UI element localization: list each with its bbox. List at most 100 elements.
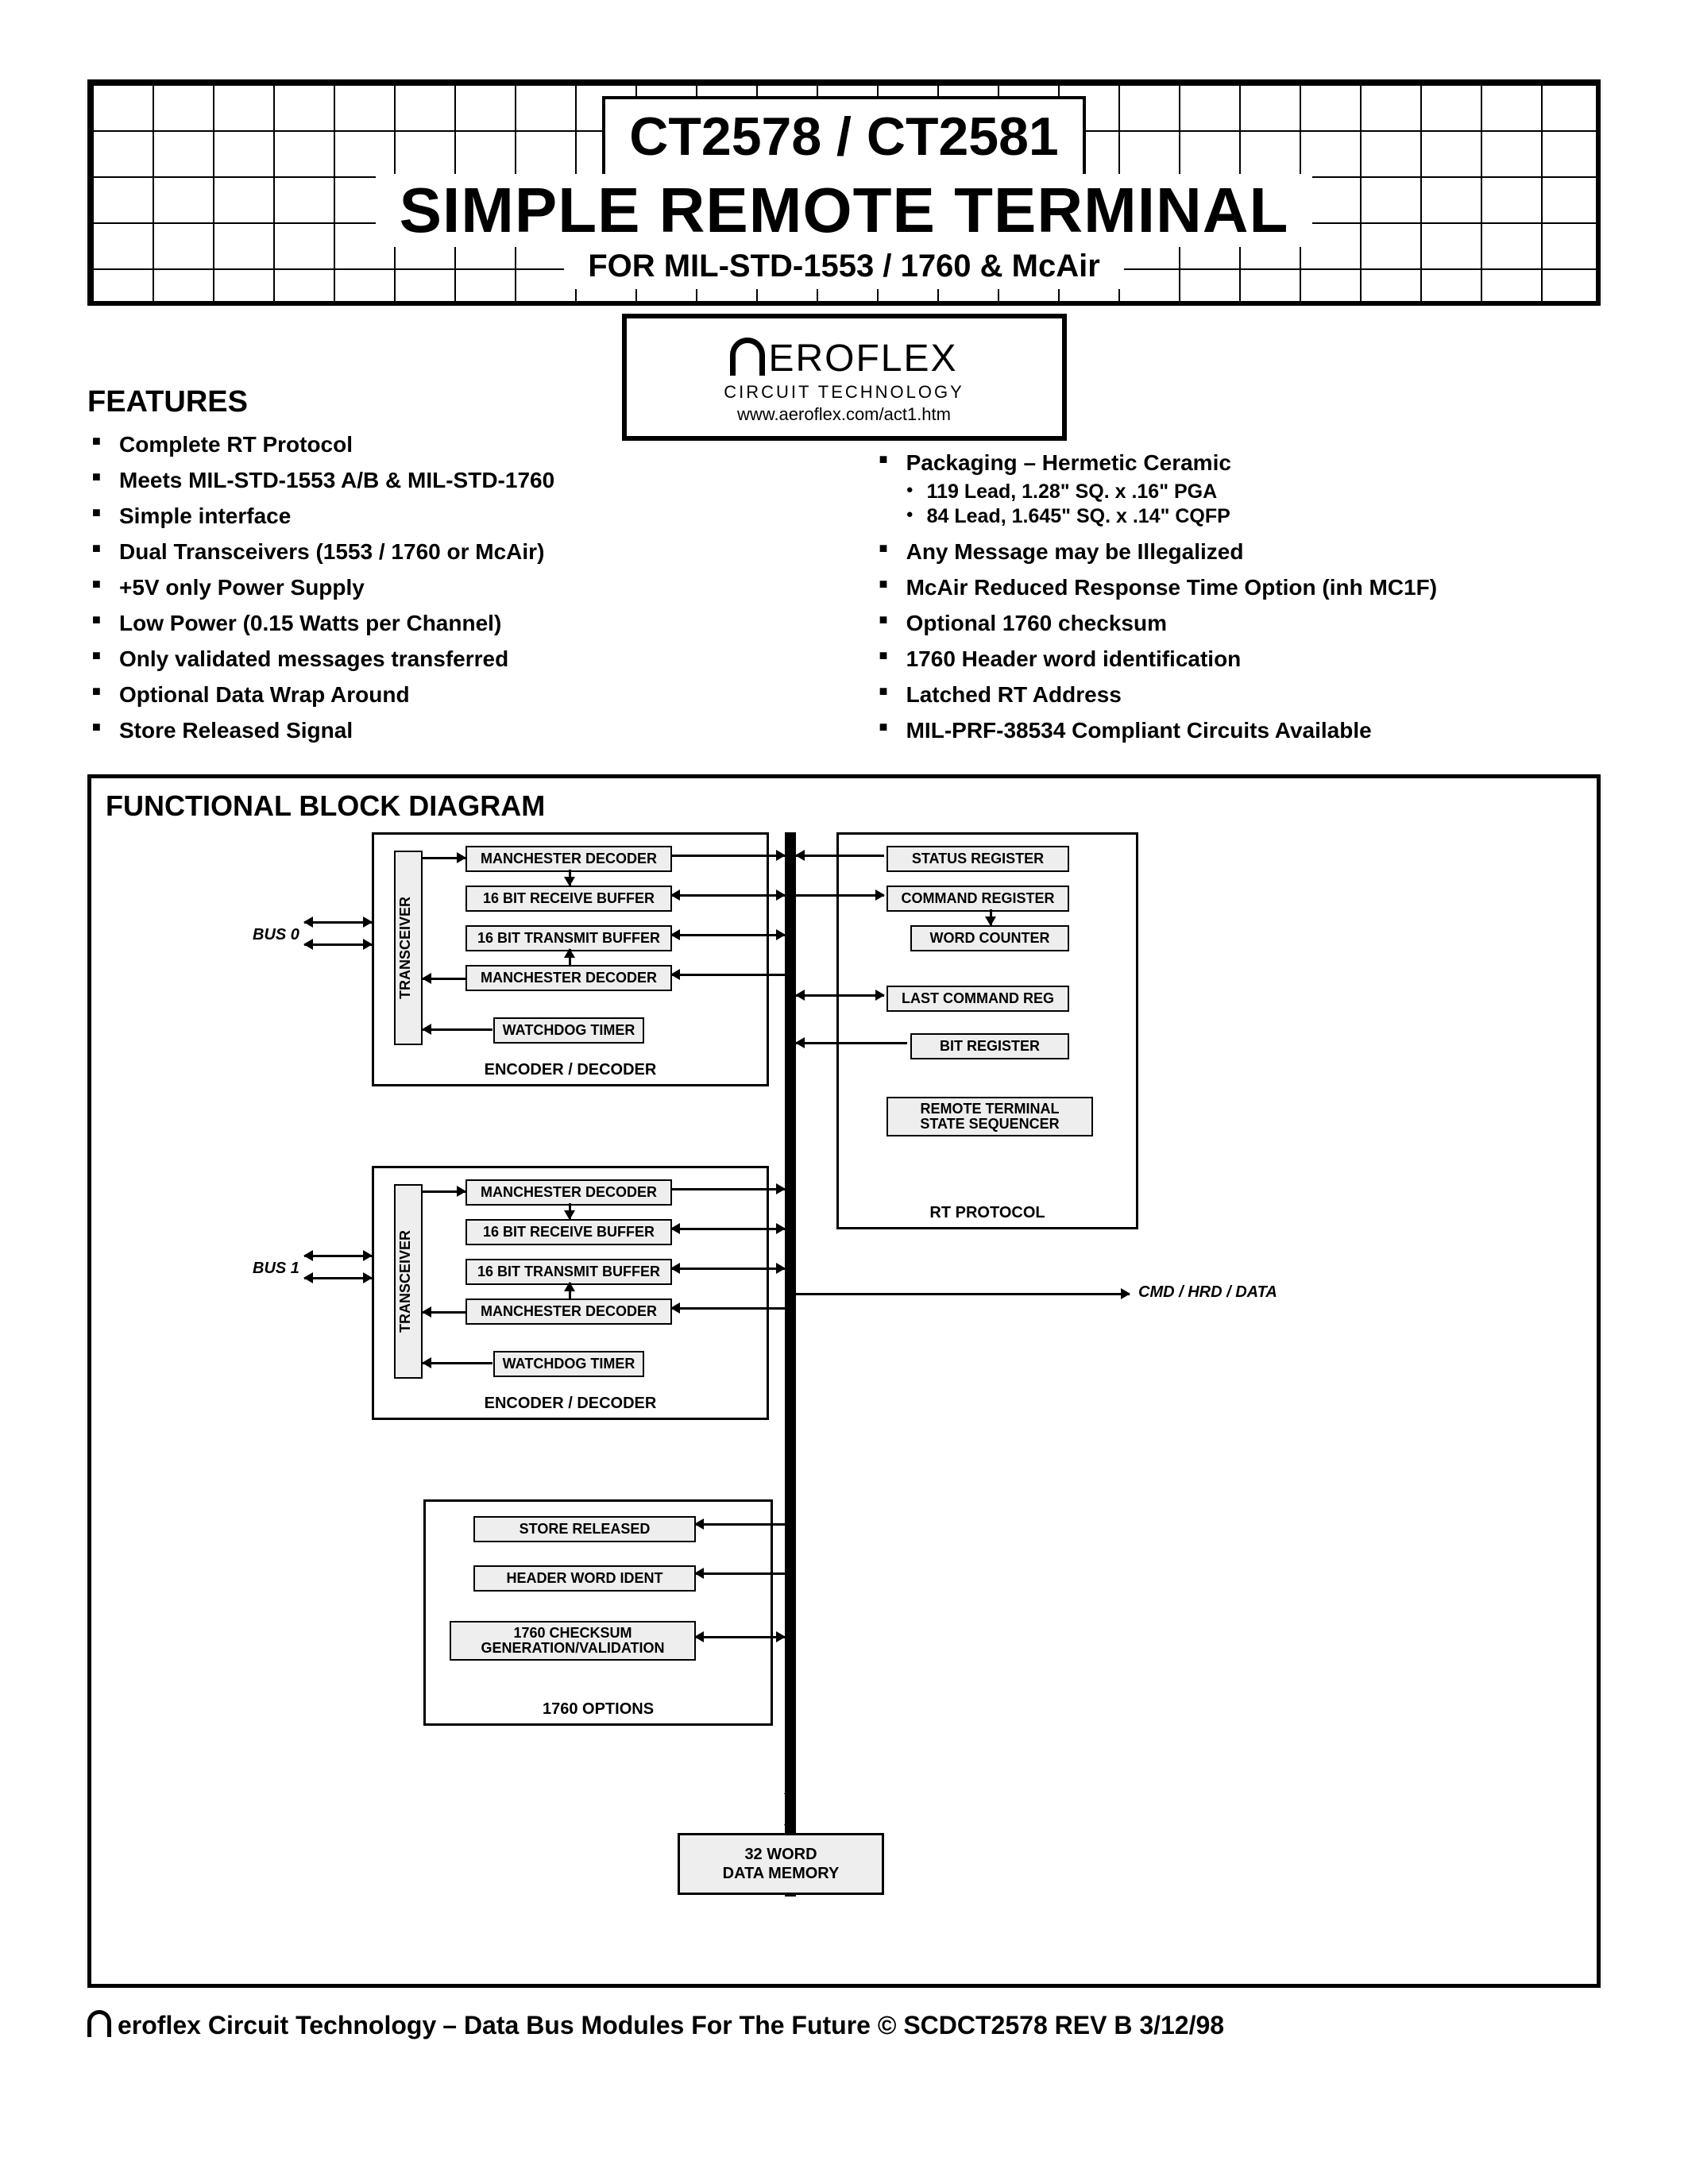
rt-seq-line2: STATE SEQUENCER: [920, 1116, 1059, 1132]
features-heading: FEATURES: [87, 385, 813, 419]
features-list-left: Complete RT Protocol Meets MIL-STD-1553 …: [87, 430, 813, 744]
mem-l1: 32 WORD: [744, 1846, 817, 1863]
feature-item: Only validated messages transferred: [87, 645, 813, 673]
block-to-bus-arrow: [671, 1228, 785, 1230]
feature-item: Store Released Signal: [87, 716, 813, 744]
feature-item: Complete RT Protocol: [87, 430, 813, 458]
bus-arrow: [304, 921, 372, 924]
bus-to-block-arrow: [796, 855, 884, 857]
opts-caption: 1760 OPTIONS: [426, 1700, 771, 1719]
bus-arrow: [304, 943, 372, 946]
bus-to-block-arrow: [796, 994, 884, 997]
bus-to-block-arrow: [796, 894, 884, 897]
bus-to-block-arrow: [695, 1523, 785, 1526]
enc-block: WATCHDOG TIMER: [493, 1017, 644, 1044]
opts-block: HEADER WORD IDENT: [473, 1565, 696, 1592]
block-to-bus-arrow: [671, 855, 785, 857]
rt-block: COMMAND REGISTER: [886, 886, 1069, 912]
feature-item: Latched RT Address: [875, 681, 1601, 708]
features-list-right: Packaging – Hermetic Ceramic 119 Lead, 1…: [875, 449, 1601, 744]
internal-arrow: [569, 870, 571, 886]
opts-checksum-block: 1760 CHECKSUM GENERATION/VALIDATION: [450, 1621, 696, 1661]
bus-to-block-arrow: [695, 1572, 785, 1575]
internal-arrow: [569, 1203, 571, 1219]
enc-block: MANCHESTER DECODER: [465, 846, 672, 872]
bus-to-block-arrow: [695, 1636, 785, 1638]
rt-block: BIT REGISTER: [910, 1033, 1069, 1059]
block-to-bus-arrow: [671, 934, 785, 936]
transceiver-block: TRANSCEIVER: [394, 851, 423, 1045]
feature-item: Any Message may be Illegalized: [875, 538, 1601, 565]
features-col-left: FEATURES Complete RT Protocol Meets MIL-…: [87, 290, 813, 752]
rtproto-caption: RT PROTOCOL: [839, 1204, 1136, 1222]
encdec-caption: ENCODER / DECODER: [374, 1061, 767, 1079]
internal-arrow: [423, 1028, 492, 1031]
bus-arrow: [304, 1277, 372, 1279]
title-line2: SIMPLE REMOTE TERMINAL: [376, 174, 1313, 247]
encdec-caption: ENCODER / DECODER: [374, 1395, 767, 1413]
cmd-label: CMD / HRD / DATA: [1138, 1283, 1277, 1302]
enc-block: WATCHDOG TIMER: [493, 1351, 644, 1377]
feature-item: Packaging – Hermetic Ceramic 119 Lead, 1…: [875, 449, 1601, 530]
internal-arrow: [423, 1311, 465, 1314]
feature-item: Dual Transceivers (1553 / 1760 or McAir): [87, 538, 813, 565]
feature-sublist: 119 Lead, 1.28" SQ. x .16" PGA 84 Lead, …: [906, 480, 1601, 530]
internal-arrow: [569, 1283, 571, 1298]
diagram-area: BUS 0 TRANSCEIVER MANCHESTER DECODER 16 …: [106, 832, 1582, 1960]
block-to-bus-arrow: [671, 1268, 785, 1270]
opts-block: STORE RELEASED: [473, 1516, 696, 1542]
feature-item: McAir Reduced Response Time Option (inh …: [875, 573, 1601, 601]
internal-arrow: [423, 1190, 465, 1193]
enc-block: 16 BIT RECEIVE BUFFER: [465, 1219, 672, 1245]
diagram-heading: FUNCTIONAL BLOCK DIAGRAM: [106, 789, 1582, 823]
feature-item: 1760 Header word identification: [875, 645, 1601, 673]
opts-chk-l1: 1760 CHECKSUM: [513, 1625, 632, 1641]
feature-item: Optional 1760 checksum: [875, 609, 1601, 637]
internal-arrow: [423, 978, 465, 980]
bus0-label: BUS 0: [253, 926, 299, 944]
rt-seq-line1: REMOTE TERMINAL: [921, 1101, 1060, 1117]
enc-block: MANCHESTER DECODER: [465, 1298, 672, 1325]
encoder-decoder-box: TRANSCEIVER MANCHESTER DECODER 16 BIT RE…: [372, 1166, 769, 1420]
feature-item: Meets MIL-STD-1553 A/B & MIL-STD-1760: [87, 466, 813, 494]
feature-subitem: 119 Lead, 1.28" SQ. x .16" PGA: [906, 480, 1601, 504]
feature-item: Low Power (0.15 Watts per Channel): [87, 609, 813, 637]
bus-to-block-arrow: [796, 1042, 907, 1044]
rt-block: LAST COMMAND REG: [886, 986, 1069, 1012]
block-to-bus-arrow: [671, 1307, 785, 1310]
internal-arrow: [423, 1362, 492, 1364]
logo-arch-icon: [730, 338, 765, 376]
block-to-bus-arrow: [671, 1188, 785, 1190]
footer-brand: eroflex Circuit Technology: [118, 2011, 436, 2040]
enc-block: 16 BIT RECEIVE BUFFER: [465, 886, 672, 912]
data-memory-block: 32 WORD DATA MEMORY: [678, 1833, 884, 1895]
bus1-label: BUS 1: [253, 1260, 299, 1278]
internal-arrow: [990, 909, 992, 925]
rt-block: STATUS REGISTER: [886, 846, 1069, 872]
feature-item: +5V only Power Supply: [87, 573, 813, 601]
footer-arch-icon: [87, 2010, 111, 2037]
encoder-decoder-box: TRANSCEIVER MANCHESTER DECODER 16 BIT RE…: [372, 832, 769, 1086]
internal-arrow: [569, 949, 571, 965]
block-to-bus-arrow: [671, 974, 785, 976]
title-line3: FOR MIL-STD-1553 / 1760 & McAir: [564, 247, 1124, 289]
footer: eroflex Circuit Technology – Data Bus Mo…: [87, 2007, 1601, 2040]
rt-block: WORD COUNTER: [910, 925, 1069, 951]
bus-arrow: [304, 1255, 372, 1257]
diagram-box: FUNCTIONAL BLOCK DIAGRAM BUS 0 TRANSCEIV…: [87, 774, 1601, 1988]
bus-to-mem-arrow: [789, 1785, 791, 1833]
opts-box: STORE RELEASED HEADER WORD IDENT 1760 CH…: [423, 1499, 773, 1726]
enc-block: MANCHESTER DECODER: [465, 1179, 672, 1206]
feature-item: Optional Data Wrap Around: [87, 681, 813, 708]
mem-l2: DATA MEMORY: [723, 1865, 840, 1882]
footer-text: – Data Bus Modules For The Future © SCDC…: [442, 2011, 1224, 2040]
title-line1: CT2578 / CT2581: [602, 96, 1086, 177]
block-to-bus-arrow: [671, 894, 785, 897]
cmd-arrow: [796, 1293, 1130, 1295]
opts-chk-l2: GENERATION/VALIDATION: [481, 1640, 665, 1656]
feature-item: Simple interface: [87, 502, 813, 530]
transceiver-block: TRANSCEIVER: [394, 1184, 423, 1379]
internal-arrow: [423, 857, 465, 859]
features-col-right: Packaging – Hermetic Ceramic 119 Lead, 1…: [875, 290, 1601, 752]
feature-item: MIL-PRF-38534 Compliant Circuits Availab…: [875, 716, 1601, 744]
